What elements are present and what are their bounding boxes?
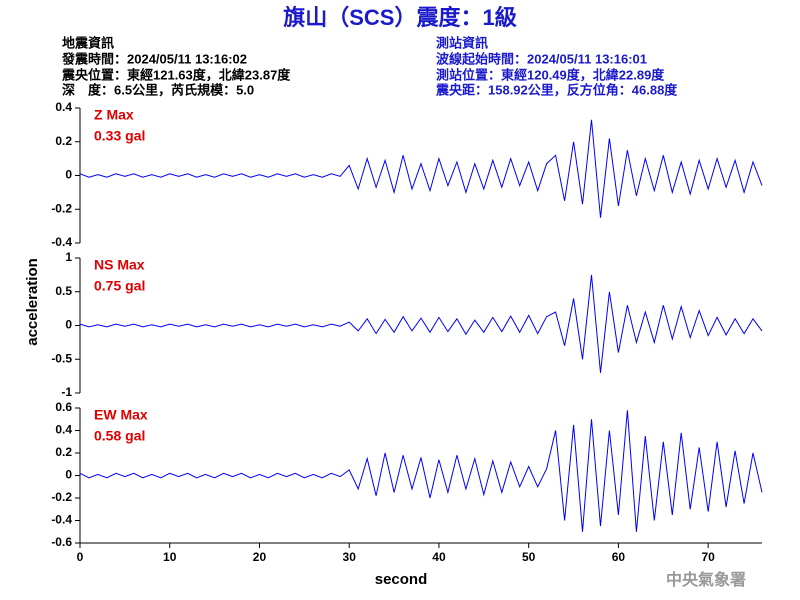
x-tick-label: 60 [612, 550, 626, 564]
y-tick-label: -1 [61, 385, 72, 399]
y-axis-label: acceleration [24, 258, 41, 346]
y-tick-label: -0.4 [51, 513, 72, 527]
y-tick-label: 0 [65, 168, 72, 182]
waveform [79, 410, 763, 532]
x-tick-label: 10 [163, 550, 177, 564]
y-tick-label: 0.2 [55, 134, 72, 148]
y-tick-label: 0 [65, 318, 72, 332]
x-tick-label: 40 [432, 550, 446, 564]
station-info: 測站資訊 [436, 35, 488, 50]
title: 旗山（SCS）震度：1級 [283, 5, 516, 30]
y-tick-label: 0.2 [55, 445, 72, 459]
station-info: 波線起始時間：2024/05/11 13:16:01 [436, 51, 647, 66]
station-info: 震央距：158.92公里，反方位角：46.88度 [435, 82, 678, 97]
y-tick-label: 0 [65, 468, 72, 482]
max-annotation: 0.75 gal [94, 278, 145, 294]
max-annotation: NS Max [94, 257, 145, 273]
max-annotation: Z Max [94, 107, 134, 123]
y-tick-label: -0.6 [51, 535, 72, 549]
event-info: 震央位置：東經121.63度，北緯23.87度 [61, 67, 291, 82]
x-tick-label: 30 [343, 550, 357, 564]
event-info: 發震時間：2024/05/11 13:16:02 [61, 51, 247, 66]
y-tick-label: 0.4 [55, 100, 72, 114]
footer: 中央氣象署 [666, 570, 746, 589]
waveform [79, 274, 763, 373]
y-tick-label: -0.2 [51, 201, 72, 215]
x-axis-label: second [375, 571, 428, 588]
y-tick-label: -0.2 [51, 490, 72, 504]
max-annotation: 0.33 gal [94, 128, 145, 144]
max-annotation: EW Max [94, 407, 148, 423]
y-tick-label: 0.6 [55, 400, 72, 414]
y-tick-label: 1 [65, 250, 72, 264]
station-info: 測站位置：東經120.49度，北緯22.89度 [436, 67, 665, 82]
y-tick-label: 0.4 [55, 423, 72, 437]
x-tick-label: 70 [701, 550, 715, 564]
x-tick-label: 50 [522, 550, 536, 564]
waveform [79, 119, 763, 218]
y-tick-label: -0.4 [51, 235, 72, 249]
event-info: 地震資訊 [62, 35, 114, 50]
max-annotation: 0.58 gal [94, 428, 145, 444]
x-tick-label: 20 [253, 550, 267, 564]
x-tick-label: 0 [77, 550, 84, 564]
y-tick-label: -0.5 [51, 351, 72, 365]
event-info: 深 度：6.5公里，芮氏規模：5.0 [62, 82, 254, 97]
y-tick-label: 0.5 [55, 284, 72, 298]
